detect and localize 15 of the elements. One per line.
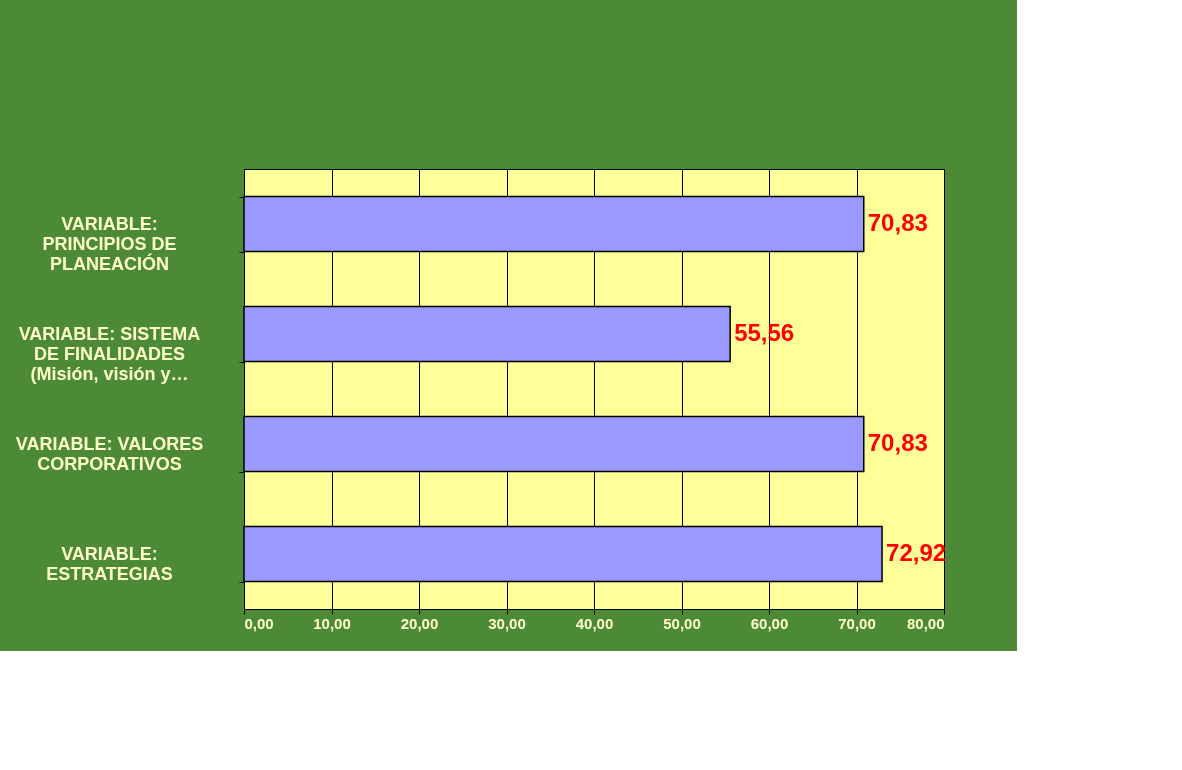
data-label: 70,83 (867, 429, 928, 456)
y-tick-label: VARIABLE: SISTEMA DE FINALIDADES (Misión, visión y… (18, 323, 201, 384)
y-tick-label: VARIABLE: ESTRATEGIAS (46, 543, 173, 584)
x-tick-label: 20,00 (400, 614, 439, 632)
x-tick-label: 50,00 (663, 614, 701, 632)
x-tick-label: 70,00 (838, 614, 876, 632)
x-tick-label: 40,00 (575, 614, 614, 632)
x-tick-label: 80,00 (906, 614, 945, 632)
x-tick-label: 60,00 (750, 614, 789, 632)
data-label: 70,83 (867, 209, 928, 236)
y-tick-label: VARIABLE: PRINCIPIOS DE PLANEACIÓN (42, 213, 177, 274)
x-tick-label: 0,00 (244, 614, 274, 632)
x-tick-label: 30,00 (488, 614, 526, 632)
y-tick-label: VARIABLE: VALORES CORPORATIVOS (15, 433, 204, 474)
x-tick-label: 10,00 (313, 614, 351, 632)
